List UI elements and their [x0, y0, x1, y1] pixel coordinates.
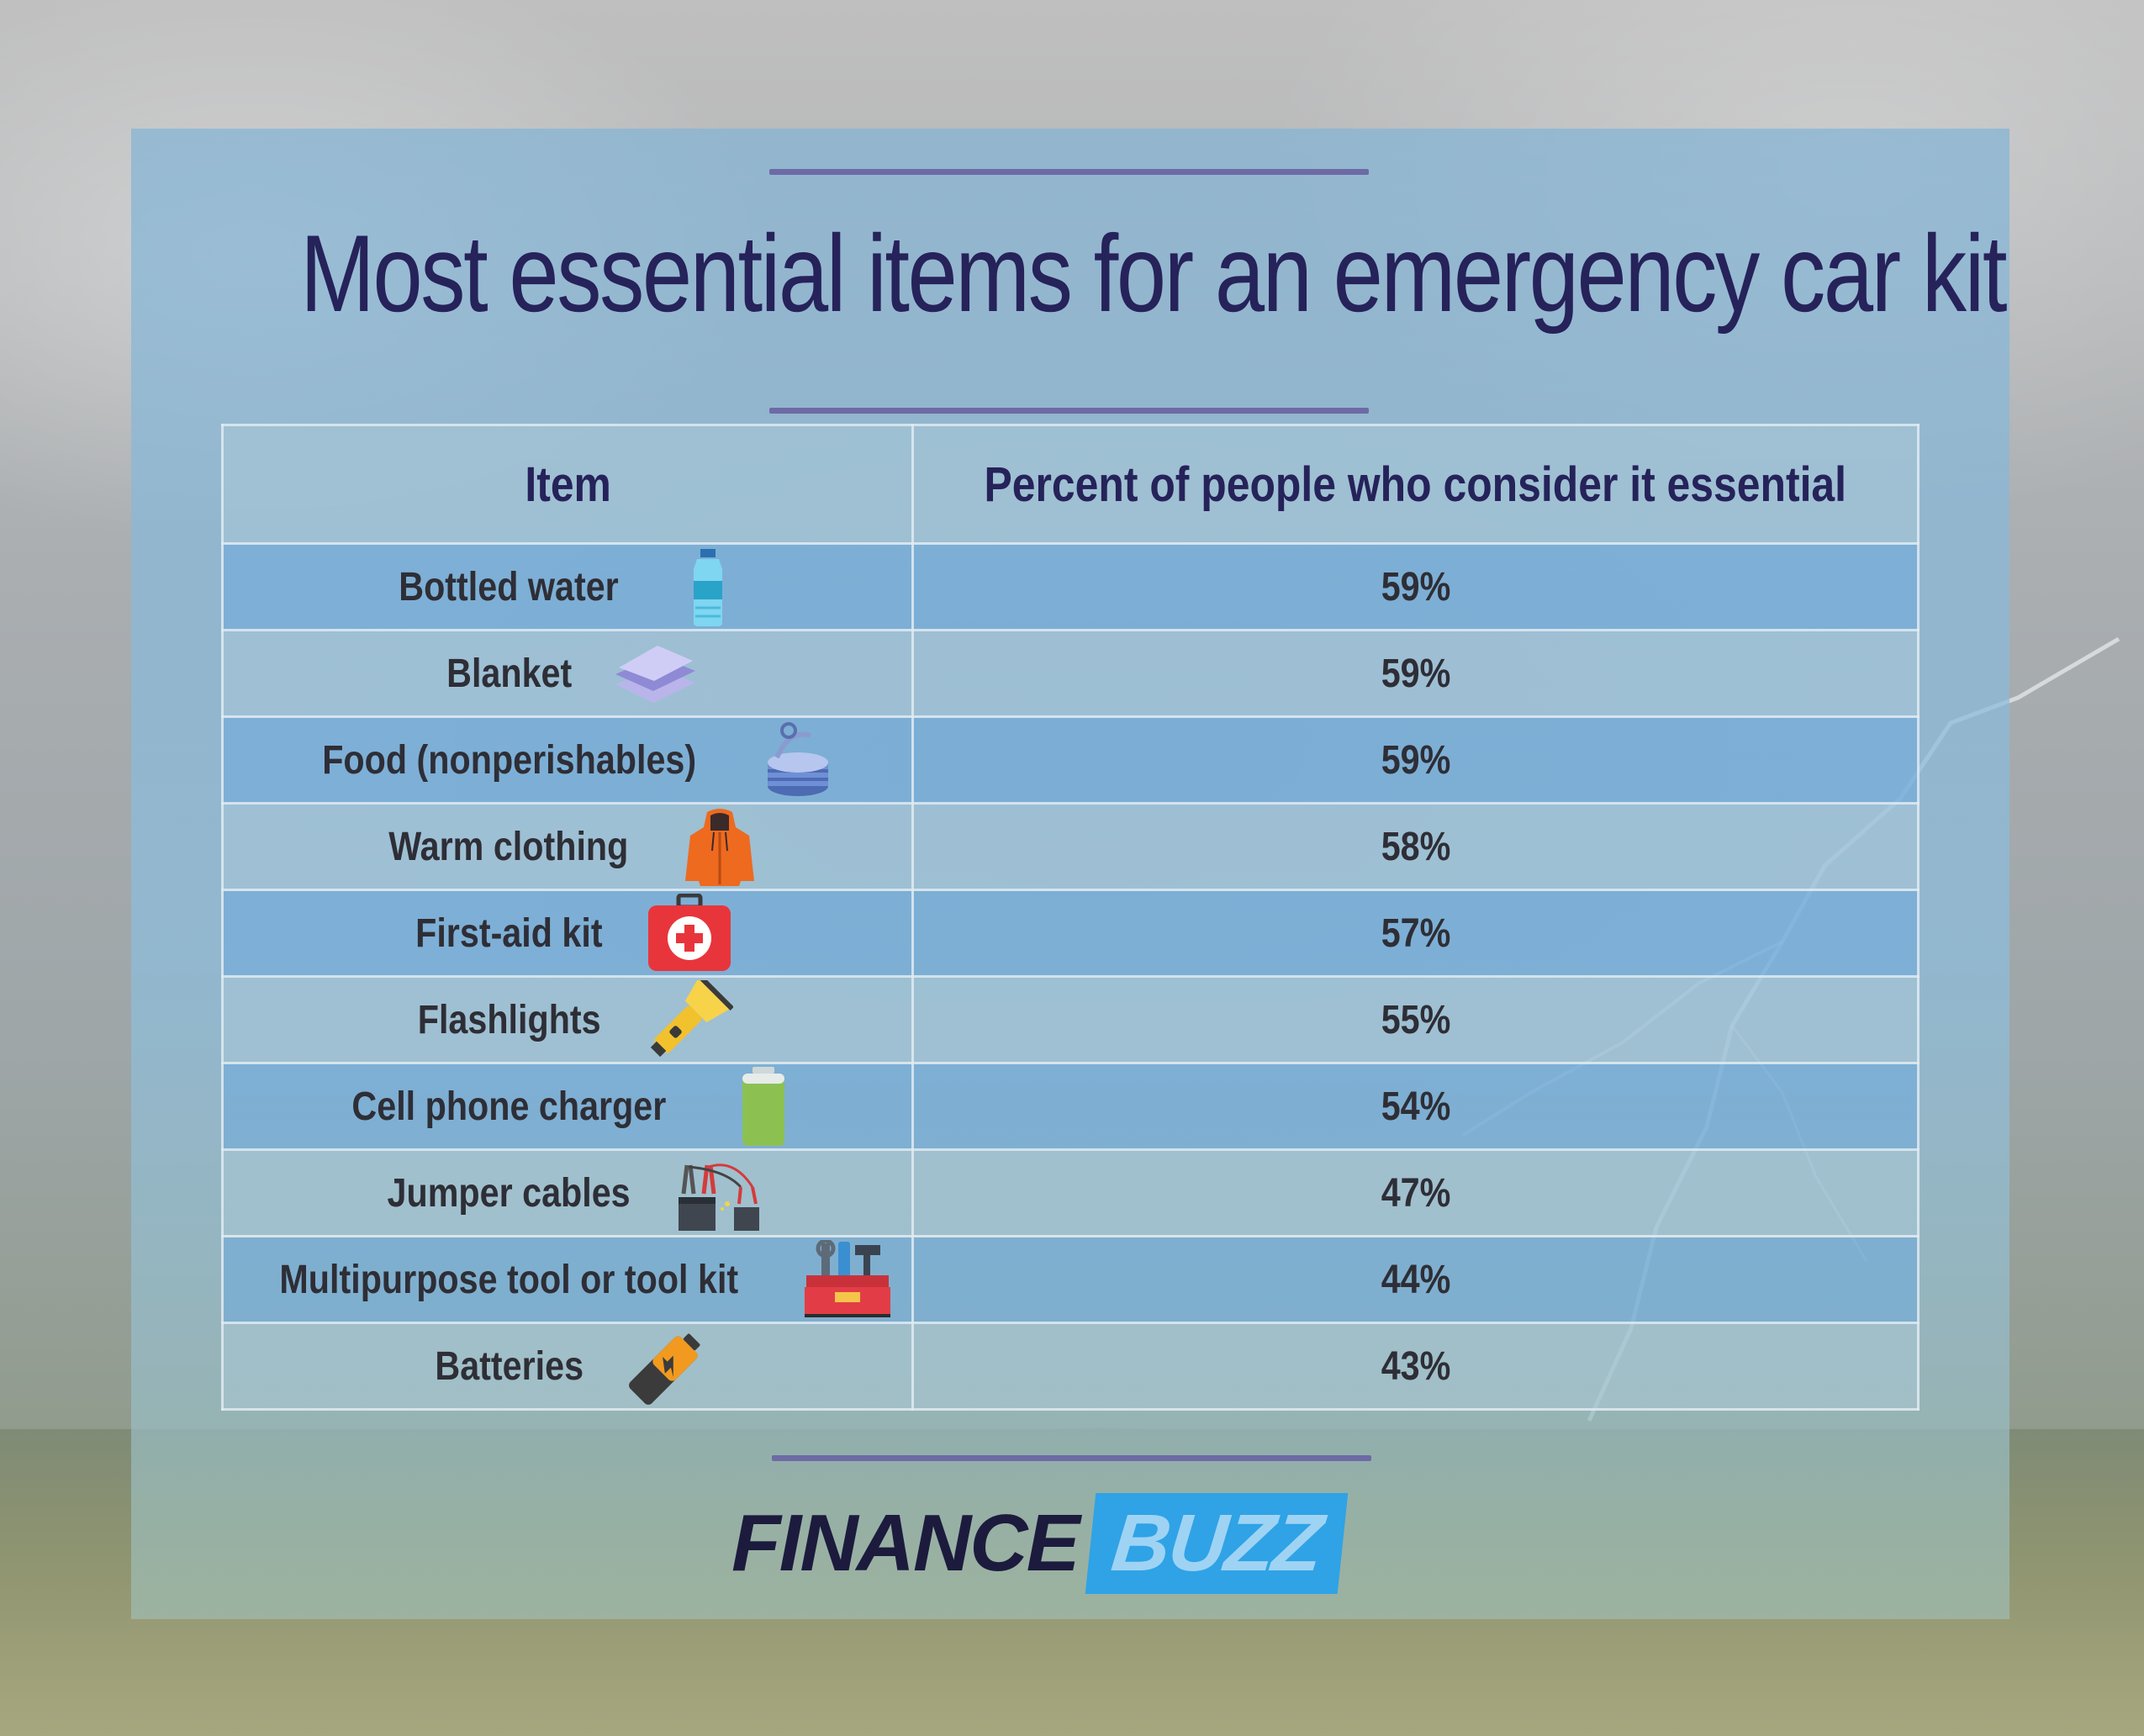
item-label: Multipurpose tool or tool kit	[279, 1257, 739, 1302]
jumper-cables-icon	[675, 1153, 768, 1233]
percent-cell: 59%	[911, 629, 1920, 718]
battery-icon	[620, 1327, 713, 1406]
table-row: Food (nonperishables) 59%	[220, 715, 1920, 805]
percent-cell: 55%	[911, 975, 1920, 1064]
table-row: Batteries 43%	[220, 1322, 1920, 1411]
percent-cell: 44%	[911, 1235, 1920, 1324]
item-label: First-aid kit	[415, 910, 603, 956]
percent-cell: 59%	[911, 542, 1920, 631]
item-cell: Food (nonperishables)	[220, 715, 915, 805]
toolbox-icon	[801, 1239, 894, 1320]
top-divider	[769, 169, 1369, 175]
percent-cell: 43%	[911, 1322, 1920, 1411]
item-label: Cell phone charger	[351, 1084, 667, 1129]
percent-cell: 59%	[911, 715, 1920, 805]
item-cell: Bottled water	[220, 542, 915, 631]
canned-food-icon	[752, 720, 844, 800]
column-header-item: Item	[220, 424, 915, 545]
table-row: Warm clothing 58%	[220, 802, 1920, 891]
item-label: Bottled water	[399, 564, 619, 609]
table-row: Flashlights 55%	[220, 975, 1920, 1064]
water-bottle-icon	[662, 547, 754, 627]
blanket-icon	[607, 634, 700, 714]
table-header-row: Item Percent of people who consider it e…	[220, 424, 1920, 545]
item-cell: Jumper cables	[220, 1148, 915, 1237]
logo-finance-text: FINANCE	[731, 1498, 1080, 1588]
table-row: Jumper cables 47%	[220, 1148, 1920, 1237]
item-label: Blanket	[446, 651, 572, 696]
table-row: Bottled water 59%	[220, 542, 1920, 631]
table-row: Blanket 59%	[220, 629, 1920, 718]
item-cell: Multipurpose tool or tool kit	[220, 1235, 915, 1324]
title-divider	[769, 408, 1369, 414]
table-row: Cell phone charger 54%	[220, 1062, 1920, 1151]
item-cell: Flashlights	[220, 975, 915, 1064]
footer-divider	[772, 1455, 1371, 1461]
first-aid-kit-icon	[643, 893, 736, 974]
percent-cell: 58%	[911, 802, 1920, 891]
financebuzz-logo: FINANCE BUZZ	[731, 1493, 1348, 1594]
item-label: Food (nonperishables)	[321, 737, 696, 783]
table-row: Multipurpose tool or tool kit 44%	[220, 1235, 1920, 1324]
table-row: First-aid kit 57%	[220, 889, 1920, 978]
item-label: Warm clothing	[388, 824, 629, 869]
item-label: Jumper cables	[387, 1170, 631, 1216]
item-cell: First-aid kit	[220, 889, 915, 978]
battery-charger-icon	[717, 1066, 810, 1147]
item-cell: Batteries	[220, 1322, 915, 1411]
column-header-percent: Percent of people who consider it essent…	[911, 424, 1920, 545]
item-cell: Warm clothing	[220, 802, 915, 891]
item-cell: Cell phone charger	[220, 1062, 915, 1151]
item-label: Batteries	[434, 1343, 584, 1389]
logo-buzz-text: BUZZ	[1085, 1493, 1348, 1594]
page-title: Most essential items for an emergency ca…	[300, 212, 2007, 335]
jacket-icon	[673, 807, 766, 887]
percent-cell: 47%	[911, 1148, 1920, 1237]
percent-cell: 57%	[911, 889, 1920, 978]
flashlight-icon	[641, 979, 733, 1060]
item-cell: Blanket	[220, 629, 915, 718]
essentials-table: Item Percent of people who consider it e…	[220, 424, 1920, 1411]
item-label: Flashlights	[417, 997, 601, 1042]
percent-cell: 54%	[911, 1062, 1920, 1151]
